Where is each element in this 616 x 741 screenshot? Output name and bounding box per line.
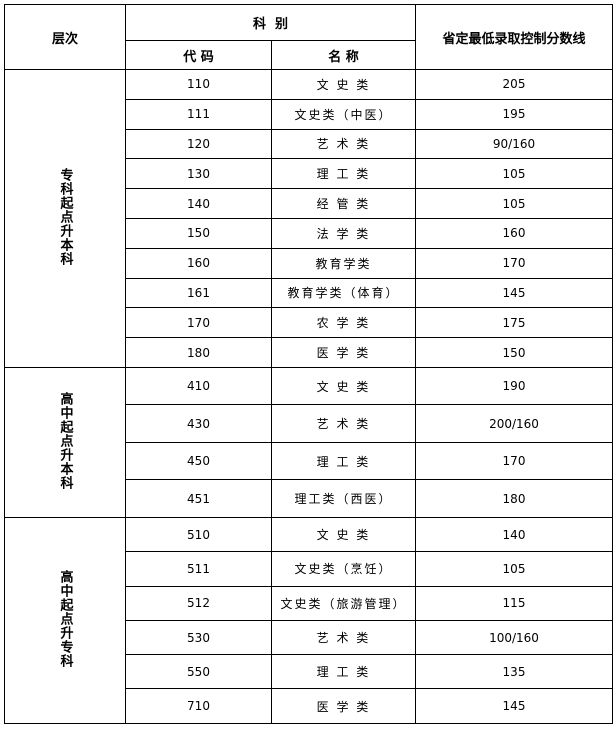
table-row: 140 经 管 类 105 [5,188,613,219]
level-cell: 高中起点升专科 [4,516,126,724]
name-cell: 农 学 类 [271,307,416,339]
table-row: 高中起点升本科 410 文 史 类 190 [4,366,613,518]
name-cell: 文史类（中医） [271,98,416,130]
code-cell: 450 [125,441,272,481]
code-cell: 160 [125,247,272,279]
name-cell: 法 学 类 [271,217,416,249]
score-cell: 175 [415,307,613,339]
name-cell: 理 工 类 [271,441,416,481]
table-row: 160 教育学类 170 [5,247,613,279]
header-name: 名 称 [271,40,416,70]
name-cell: 教育学类（体育） [271,277,416,309]
code-cell: 130 [125,158,272,190]
code-cell: 150 [125,217,272,249]
score-cell: 140 [415,516,613,553]
name-cell: 理 工 类 [271,158,416,190]
score-table: 层次 科 别 省定最低录取控制分数线 代 码 名 称 专科起点升本科 110 文 史… [4,4,613,724]
table-row: 710 医 学 类 145 [5,688,613,724]
score-cell: 105 [415,551,613,587]
table-row: 450 理 工 类 170 [5,441,613,481]
score-cell: 105 [415,188,613,219]
code-cell: 530 [125,619,272,656]
name-cell: 文 史 类 [271,69,416,100]
table-row: 161 教育学类（体育） 145 [5,277,613,309]
code-cell: 180 [125,337,272,368]
score-cell: 145 [415,277,613,309]
name-cell: 文 史 类 [271,516,416,553]
level-cell: 专科起点升本科 [4,69,126,368]
code-cell: 170 [125,307,272,339]
name-cell: 艺 术 类 [271,128,416,160]
score-cell: 190 [415,366,613,406]
table-row: 550 理 工 类 135 [5,654,613,690]
header-code: 代 码 [125,40,272,70]
code-cell: 110 [125,69,272,100]
code-cell: 451 [125,479,272,518]
code-cell: 430 [125,404,272,443]
score-cell: 105 [415,158,613,190]
level-label: 高中起点升本科 [57,391,73,490]
name-cell: 经 管 类 [271,188,416,219]
table-row: 170 农 学 类 175 [5,307,613,339]
score-cell: 135 [415,654,613,690]
table-row: 150 法 学 类 160 [5,217,613,249]
name-cell: 理 工 类 [271,654,416,690]
score-cell: 160 [415,217,613,249]
table-row: 111 文史类（中医） 195 [5,98,613,130]
score-cell: 200/160 [415,404,613,443]
name-cell: 文史类（烹饪） [271,551,416,587]
score-cell: 170 [415,441,613,481]
code-cell: 710 [125,688,272,724]
name-cell: 文 史 类 [271,366,416,406]
score-cell: 115 [415,585,613,621]
code-cell: 512 [125,585,272,621]
score-cell: 195 [415,98,613,130]
code-cell: 410 [125,366,272,406]
table-row: 130 理 工 类 105 [5,158,613,190]
table-row: 180 医 学 类 150 [5,337,613,368]
code-cell: 120 [125,128,272,160]
table-row: 高中起点升专科 510 文 史 类 140 [4,516,613,724]
level-label: 专科起点升本科 [57,167,73,266]
code-cell: 550 [125,654,272,690]
code-cell: 511 [125,551,272,587]
name-cell: 医 学 类 [271,688,416,724]
header-score: 省定最低录取控制分数线 [415,4,613,70]
code-cell: 161 [125,277,272,309]
name-cell: 医 学 类 [271,337,416,368]
code-cell: 111 [125,98,272,130]
name-cell: 文史类（旅游管理） [271,585,416,621]
level-label: 高中起点升专科 [57,569,73,668]
score-cell: 90/160 [415,128,613,160]
name-cell: 艺 术 类 [271,619,416,656]
name-cell: 艺 术 类 [271,404,416,443]
name-cell: 教育学类 [271,247,416,279]
score-cell: 145 [415,688,613,724]
header-category: 科 别 [125,4,416,41]
name-cell: 理工类（西医） [271,479,416,518]
score-cell: 150 [415,337,613,368]
table-row: 专科起点升本科 110 文 史 类 205 [4,69,613,368]
level-cell: 高中起点升本科 [4,366,126,518]
table-row: 530 艺 术 类 100/160 [5,619,613,656]
header-level: 层次 [4,4,126,70]
score-cell: 180 [415,479,613,518]
code-cell: 510 [125,516,272,553]
score-cell: 170 [415,247,613,279]
code-cell: 140 [125,188,272,219]
score-cell: 205 [415,69,613,100]
table-row: 120 艺 术 类 90/160 [5,128,613,160]
score-cell: 100/160 [415,619,613,656]
table-row: 430 艺 术 类 200/160 [5,404,613,443]
